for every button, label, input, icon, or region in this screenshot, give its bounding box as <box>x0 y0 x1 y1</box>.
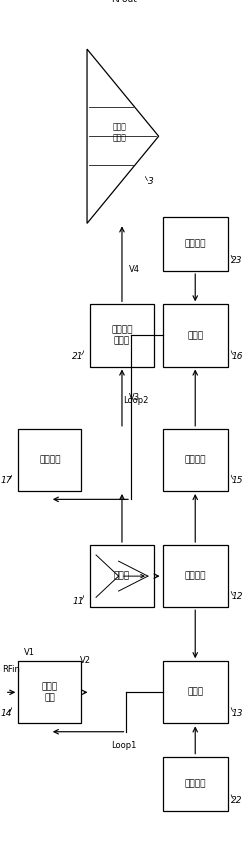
FancyBboxPatch shape <box>163 757 228 811</box>
Text: 射频开关: 射频开关 <box>39 455 61 465</box>
Text: V3: V3 <box>129 393 140 402</box>
FancyBboxPatch shape <box>18 429 81 491</box>
Text: 3: 3 <box>148 178 154 186</box>
Text: 耦合器: 耦合器 <box>114 571 130 581</box>
Text: 15: 15 <box>231 476 243 485</box>
Text: 门限电路: 门限电路 <box>184 779 206 788</box>
FancyBboxPatch shape <box>90 545 154 607</box>
Text: 21: 21 <box>72 351 84 361</box>
Text: 16: 16 <box>231 351 243 361</box>
Text: V4: V4 <box>129 265 140 273</box>
Text: 12: 12 <box>231 593 243 601</box>
Text: Loop2: Loop2 <box>123 396 148 405</box>
Text: 17: 17 <box>0 476 12 485</box>
Text: 检波放大: 检波放大 <box>184 571 206 581</box>
Text: RFout: RFout <box>111 0 137 3</box>
Text: V1: V1 <box>24 648 35 657</box>
Text: RFin: RFin <box>3 665 20 673</box>
FancyBboxPatch shape <box>163 545 228 607</box>
FancyBboxPatch shape <box>163 304 228 367</box>
Text: Loop1: Loop1 <box>112 740 137 750</box>
FancyBboxPatch shape <box>90 304 154 367</box>
Text: 14: 14 <box>0 709 12 717</box>
Text: 压控衰
减器: 压控衰 减器 <box>42 682 58 703</box>
Text: 11: 11 <box>72 596 84 606</box>
Text: 13: 13 <box>231 709 243 717</box>
Text: 比较器: 比较器 <box>187 688 203 697</box>
FancyBboxPatch shape <box>18 661 81 723</box>
Text: 比较器: 比较器 <box>187 331 203 340</box>
FancyBboxPatch shape <box>163 429 228 491</box>
Text: 温度补偿
衰减器: 温度补偿 衰减器 <box>111 326 133 345</box>
Text: 门限电路: 门限电路 <box>184 240 206 248</box>
Text: 延时电路: 延时电路 <box>184 455 206 465</box>
Text: 22: 22 <box>231 795 243 805</box>
Text: V2: V2 <box>80 656 91 665</box>
Text: 23: 23 <box>231 256 243 265</box>
FancyBboxPatch shape <box>163 661 228 723</box>
Text: 射频放
大链路: 射频放 大链路 <box>113 122 127 142</box>
FancyBboxPatch shape <box>163 217 228 271</box>
